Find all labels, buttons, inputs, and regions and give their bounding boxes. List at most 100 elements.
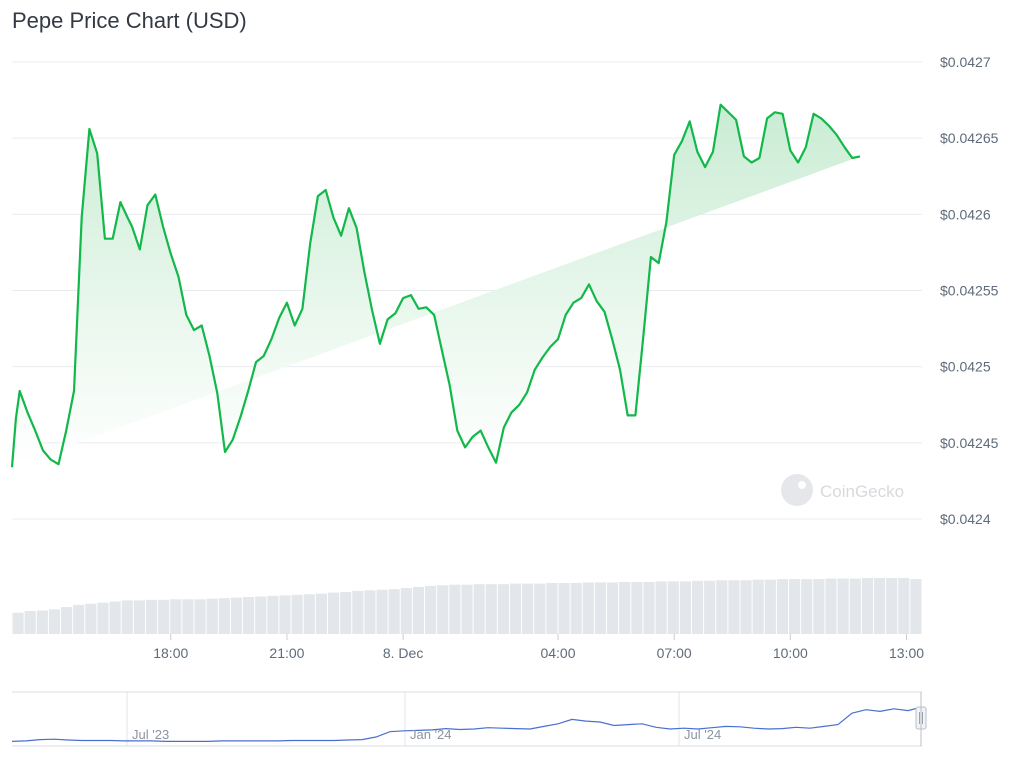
price-area-fill xyxy=(12,104,860,468)
volume-bar xyxy=(376,589,388,634)
volume-bar xyxy=(206,598,218,634)
price-area xyxy=(12,104,860,468)
volume-bar xyxy=(48,609,61,634)
volume-bar xyxy=(776,579,789,634)
volume-bar xyxy=(473,584,485,634)
navigator-dividers xyxy=(126,692,680,746)
navigator-tick-label: Jul '23 xyxy=(132,727,169,742)
volume-bar xyxy=(133,600,145,634)
volume-bar xyxy=(631,581,643,634)
x-tick-label: 21:00 xyxy=(269,645,304,661)
volume-bar xyxy=(837,578,849,634)
coingecko-watermark: CoinGecko xyxy=(781,474,904,506)
volume-bar xyxy=(740,580,752,634)
volume-bar xyxy=(522,583,534,634)
y-tick-label: $0.0424 xyxy=(940,511,991,527)
volume-bar xyxy=(109,601,121,634)
volume-bar xyxy=(655,581,667,634)
volume-bar xyxy=(461,584,473,634)
volume-bar xyxy=(61,607,73,634)
x-tick-label: 8. Dec xyxy=(383,645,423,661)
volume-bar xyxy=(267,595,279,634)
volume-bar xyxy=(158,599,170,634)
volume-bar xyxy=(24,611,36,634)
volume-bars xyxy=(12,578,922,634)
volume-bar xyxy=(364,590,376,634)
volume-bar xyxy=(898,578,910,634)
volume-bar xyxy=(340,592,352,634)
x-tick-label: 18:00 xyxy=(153,645,188,661)
price-line xyxy=(10,103,861,468)
y-tick-label: $0.04265 xyxy=(940,130,999,146)
volume-bar xyxy=(534,583,546,634)
y-tick-label: $0.04245 xyxy=(940,435,999,451)
volume-bar xyxy=(303,594,315,634)
volume-bar xyxy=(327,592,340,634)
volume-bar xyxy=(437,585,449,634)
volume-bar xyxy=(873,578,886,634)
navigator-line xyxy=(11,706,923,742)
volume-bar xyxy=(886,578,898,634)
price-series-line xyxy=(10,103,861,468)
volume-bar xyxy=(643,581,655,634)
volume-bar xyxy=(607,582,619,634)
volume-bar xyxy=(691,580,704,634)
navigator-tick-label: Jan '24 xyxy=(410,727,452,742)
volume-bar xyxy=(412,586,425,634)
volume-bar xyxy=(849,578,861,634)
navigator-labels: Jul '23 Jan '24 Jul '24 xyxy=(132,727,721,742)
volume-bar xyxy=(764,579,776,634)
volume-bar xyxy=(861,578,873,634)
volume-bar xyxy=(97,602,109,634)
volume-bar xyxy=(73,604,85,634)
volume-bar xyxy=(704,580,716,634)
volume-bar xyxy=(582,582,594,634)
y-axis-labels: $0.0424 $0.04245 $0.0425 $0.04255 $0.0426 $0.… xyxy=(940,54,999,527)
volume-bar xyxy=(352,590,364,634)
volume-bar xyxy=(291,594,303,634)
volume-bar xyxy=(558,583,570,634)
x-tick-label: 04:00 xyxy=(540,645,575,661)
volume-bar xyxy=(194,599,206,634)
gecko-eye-icon xyxy=(798,481,806,489)
volume-bar xyxy=(170,599,182,634)
volume-bar xyxy=(243,597,255,634)
volume-bar xyxy=(570,583,582,634)
volume-bar xyxy=(619,581,631,634)
y-tick-label: $0.04255 xyxy=(940,283,999,299)
volume-bar xyxy=(388,589,400,634)
volume-bar xyxy=(315,593,327,634)
volume-bar xyxy=(36,610,48,634)
volume-bar xyxy=(509,583,522,634)
volume-bar xyxy=(121,600,133,634)
volume-bar xyxy=(825,578,837,634)
volume-bar xyxy=(85,603,97,634)
x-tick-label: 13:00 xyxy=(889,645,924,661)
chart-title: Pepe Price Chart (USD) xyxy=(12,8,247,33)
volume-bar xyxy=(279,595,291,634)
volume-bar xyxy=(182,599,194,634)
volume-bar xyxy=(485,584,497,634)
navigator-tick-label: Jul '24 xyxy=(684,727,721,742)
watermark-text: CoinGecko xyxy=(820,482,904,501)
volume-bar xyxy=(667,581,679,634)
volume-bar xyxy=(497,584,509,634)
volume-bar xyxy=(145,599,158,634)
volume-bar xyxy=(255,596,267,634)
volume-bar xyxy=(230,597,243,634)
volume-bar xyxy=(449,584,461,634)
gecko-logo-icon xyxy=(781,474,813,506)
volume-bar xyxy=(679,581,691,634)
volume-bar xyxy=(218,598,230,634)
volume-bar xyxy=(910,579,922,634)
y-tick-label: $0.0426 xyxy=(940,206,991,222)
volume-bar xyxy=(752,579,764,634)
x-axis-labels: 18:00 21:00 8. Dec 04:00 07:00 10:00 13:00 xyxy=(153,634,924,661)
volume-bar xyxy=(12,612,24,634)
navigator[interactable]: Jul '23 Jan '24 Jul '24 xyxy=(11,691,927,747)
volume-bar xyxy=(594,582,607,634)
volume-bar xyxy=(801,579,813,634)
volume-bar xyxy=(546,583,558,634)
x-tick-label: 10:00 xyxy=(773,645,808,661)
